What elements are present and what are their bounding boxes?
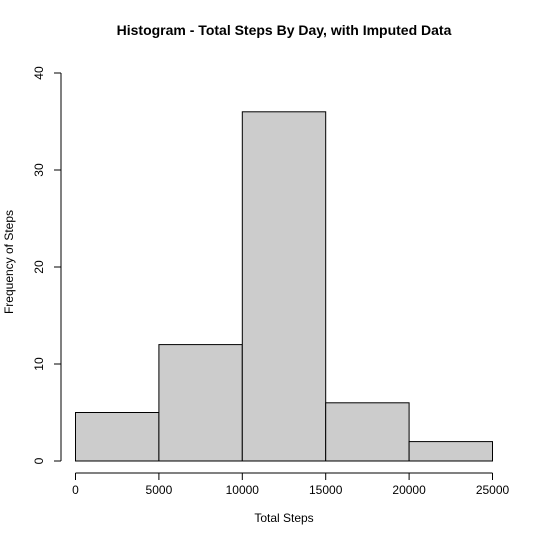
y-ticks-group: 0 10 20 30 40 [32, 66, 61, 464]
y-tick-label: 40 [32, 66, 46, 80]
x-tick-label: 5000 [146, 483, 173, 497]
chart-title: Histogram - Total Steps By Day, with Imp… [117, 22, 452, 38]
histogram-bar-1 [76, 413, 159, 462]
bars-group [76, 112, 493, 461]
x-tick-label: 15000 [309, 483, 343, 497]
y-tick-label: 30 [32, 163, 46, 177]
histogram-bar-2 [159, 345, 242, 461]
histogram-bar-5 [409, 442, 492, 461]
x-tick-label: 25000 [476, 483, 510, 497]
x-axis-label: Total Steps [254, 511, 313, 525]
x-tick-label: 0 [72, 483, 79, 497]
y-tick-label: 0 [32, 457, 46, 464]
y-tick-label: 10 [32, 357, 46, 371]
y-tick-label: 20 [32, 260, 46, 274]
y-axis-label: Frequency of Steps [2, 210, 16, 314]
histogram-bar-3 [242, 112, 325, 461]
histogram-bar-4 [326, 403, 409, 461]
x-tick-label: 10000 [226, 483, 260, 497]
x-tick-label: 20000 [392, 483, 426, 497]
x-ticks-group: 0 5000 10000 15000 20000 25000 [72, 473, 509, 497]
